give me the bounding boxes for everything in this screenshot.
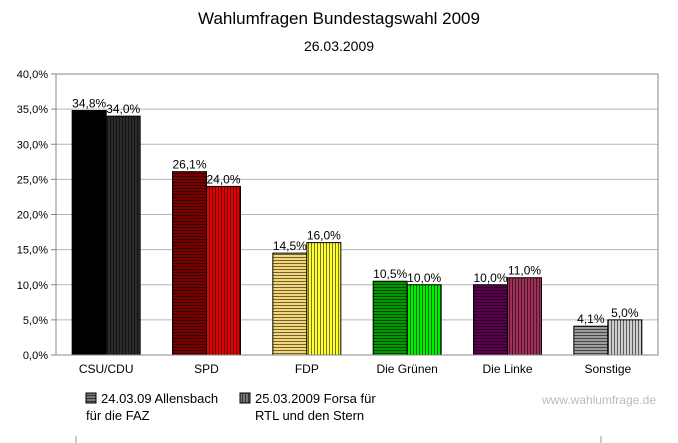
legend: 24.03.09 Allensbach für die FAZ 25.03.20… [85, 391, 376, 423]
chart-subtitle: 26.03.2009 [304, 38, 374, 54]
data-label-series-1: 14,5% [273, 239, 307, 253]
data-label-series-1: 10,5% [373, 267, 407, 281]
bar-pattern-series-2 [306, 242, 341, 355]
legend-label-series-2-line-1: 25.03.2009 Forsa für [255, 391, 376, 406]
bar-pattern-series-1 [272, 253, 307, 355]
data-label-series-2: 5,0% [611, 306, 639, 320]
bar-pattern-series-1 [373, 281, 408, 355]
bar-pattern-series-2 [407, 284, 442, 355]
data-label-series-2: 34,0% [106, 102, 140, 116]
y-axis-ticks: 0,0% 5,0% 10,0% 15,0% 20,0% 25,0% 30,0% 35,0% 40… [17, 69, 48, 362]
y-tick-label: 40,0% [17, 69, 48, 81]
bar-pattern-series-1 [473, 284, 508, 355]
watermark: www.wahlumfrage.de [541, 393, 656, 407]
y-tick-label: 0,0% [23, 350, 48, 362]
bars [71, 110, 643, 356]
data-label-series-2: 16,0% [307, 229, 341, 243]
x-tick-label: CSU/CDU [79, 362, 134, 376]
bar-pattern-series-2 [507, 277, 542, 355]
data-label-series-1: 10,0% [473, 271, 507, 285]
gridlines [51, 73, 658, 356]
data-label-series-2: 11,0% [508, 264, 541, 278]
x-tick-label: Die Linke [482, 362, 532, 376]
y-tick-label: 10,0% [17, 280, 48, 292]
y-tick-label: 35,0% [17, 104, 48, 116]
y-tick-label: 30,0% [17, 139, 48, 151]
y-tick-label: 25,0% [17, 174, 48, 186]
data-label-series-2: 10,0% [407, 271, 441, 285]
bar-pattern-series-1 [172, 171, 207, 355]
data-label-series-2: 24,0% [206, 172, 240, 186]
y-tick-label: 5,0% [23, 315, 48, 327]
bar-pattern-series-1 [72, 110, 107, 355]
x-tick-label: Sonstige [584, 362, 631, 376]
bar-pattern-series-2 [607, 319, 642, 355]
legend-label-series-1-line-1: 24.03.09 Allensbach [101, 391, 218, 406]
bar-pattern-series-2 [106, 116, 141, 356]
y-tick-label: 15,0% [17, 245, 48, 257]
y-tick-label: 20,0% [17, 210, 48, 222]
legend-label-series-1-line-2: für die FAZ [86, 408, 150, 423]
x-tick-label: SPD [194, 362, 219, 376]
data-label-series-1: 4,1% [577, 312, 605, 326]
chart-title: Wahlumfragen Bundestagswahl 2009 [198, 9, 480, 28]
data-labels: 34,8% 34,0%26,1%24,0%14,5%16,0%10,5% 10,0%… [72, 97, 639, 327]
data-label-series-1: 34,8% [72, 97, 106, 111]
bar-pattern-series-1 [573, 326, 608, 355]
plot-area-frame [55, 73, 659, 356]
bar-pattern-series-2 [206, 186, 241, 355]
legend-label-series-2-line-2: RTL und den Stern [255, 408, 364, 423]
x-axis-ticks: CSU/CDU SPD FDP Die Grünen Die Linke Sonstige [79, 362, 632, 376]
x-tick-label: Die Grünen [376, 362, 437, 376]
x-tick-label: FDP [295, 362, 319, 376]
data-label-series-1: 26,1% [172, 158, 206, 172]
